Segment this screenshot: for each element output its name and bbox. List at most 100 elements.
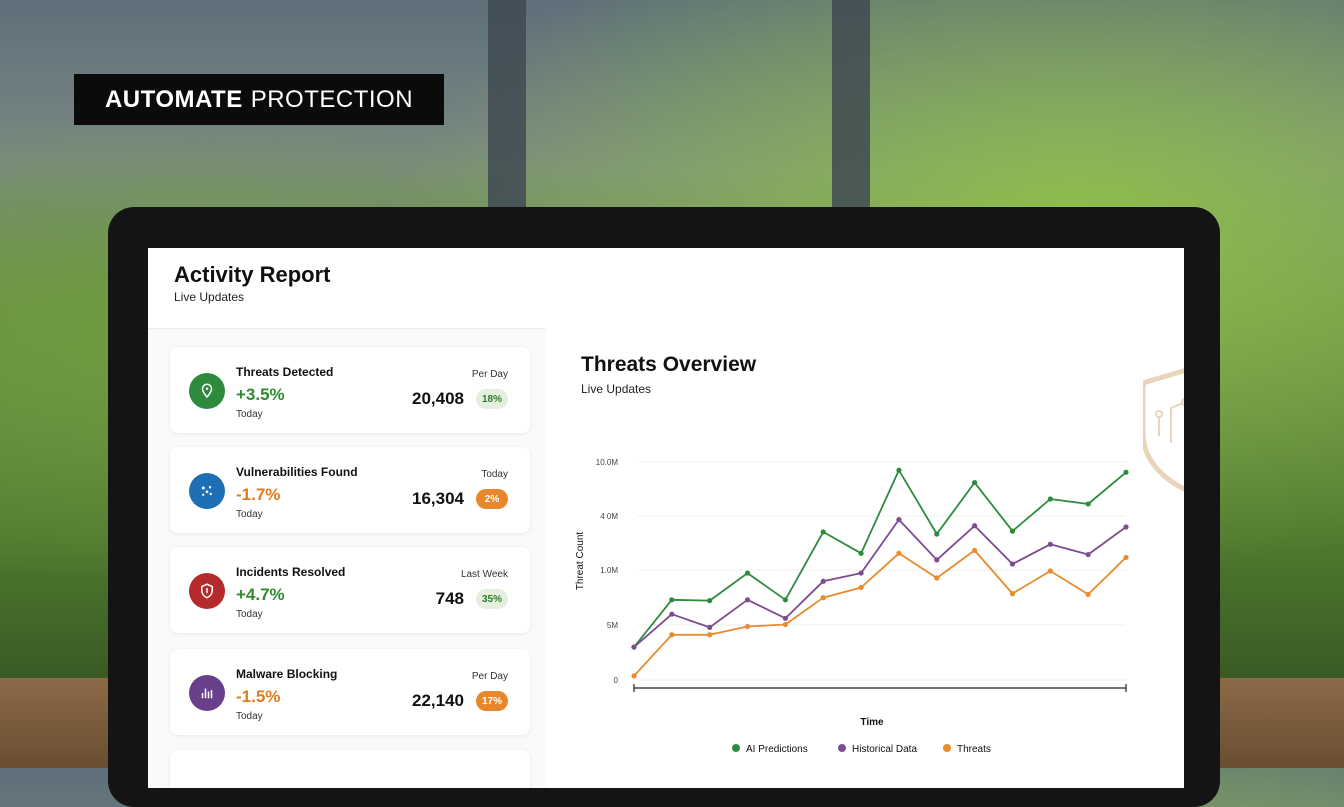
series-point [1085,591,1091,598]
card-title: Vulnerabilities Found [236,465,358,479]
report-header: Activity Report Live Updates [148,248,1184,329]
series-point [1085,501,1091,507]
series-point [707,632,713,638]
card-when: Today [236,409,263,420]
series-point [820,595,826,601]
stat-card-threats[interactable]: Threats Detected +3.5% Today Per Day 20,… [170,347,530,433]
series-point [820,578,826,584]
series-point [934,557,940,563]
series-point [820,529,826,535]
network-nodes-icon [189,473,225,509]
y-tick-label: 4 0M [600,512,618,521]
page-subtitle: Live Updates [174,290,245,304]
series-point [744,570,751,576]
legend-marker [732,744,740,752]
series-line-0 [633,469,1127,648]
legend-label: Historical Data [852,744,917,755]
shield-outline-icon [1143,368,1184,492]
series-point [934,531,940,537]
tagline-light: PROTECTION [250,85,414,113]
card-title: Malware Blocking [236,667,338,681]
series-point [896,467,902,473]
legend-label: Threats [957,744,991,755]
series-point [631,673,637,679]
series-point [782,597,788,603]
series-point [669,632,675,638]
series-point [1085,551,1091,558]
laptop-screen: Activity Report Live Updates Threats Det… [148,248,1184,788]
series-point [669,611,675,617]
card-period: Per Day [471,671,508,682]
card-change: -1.7% [236,485,281,504]
legend-label: AI Predictions [746,744,808,755]
series-point [896,550,902,556]
card-value: 16,304 [412,489,464,508]
series-point [744,597,751,603]
series-point [744,623,751,630]
legend-marker [838,744,846,752]
card-change: -1.5% [236,687,281,706]
status-badge: 17% [476,691,508,711]
card-when: Today [236,609,263,620]
series-point [858,570,864,576]
series-point [934,575,940,581]
series-point [631,644,637,650]
status-badge: 35% [476,589,508,609]
card-value: 20,408 [412,389,464,408]
card-title: Threats Detected [236,365,334,379]
card-title: Incidents Resolved [236,565,346,579]
series-point [1009,591,1016,597]
status-badge: 18% [476,389,508,409]
chart-subtitle: Live Updates [581,382,652,396]
card-value: 22,140 [412,691,464,710]
series-point [1009,528,1016,534]
threats-overview-panel: Threats Overview Live Updates 0 5M 1.0M 4 0… [546,328,1184,788]
tagline-bold: AUTOMATE [104,85,243,113]
series-point [707,598,713,604]
chart-title: Threats Overview [581,353,757,376]
window-frame-right [832,0,870,210]
status-badge: 2% [476,489,508,509]
series-point [972,479,978,486]
series-point [1009,561,1016,567]
y-tick-label: 0 [614,676,619,685]
series-line-2 [633,549,1127,677]
shield-icon [189,573,225,609]
card-period: Today [481,469,508,480]
legend-marker [943,744,951,752]
tagline-banner: AUTOMATE PROTECTION [74,74,444,125]
series-point [972,547,978,554]
x-axis-label: Time [860,717,884,728]
series-point [1123,469,1129,475]
card-when: Today [236,509,263,520]
series-point [669,597,675,603]
series-point [858,550,864,556]
series-point [1123,554,1129,561]
stat-card-partial[interactable] [170,750,530,788]
series-point [972,523,978,529]
series-point [896,516,902,523]
card-period: Per Day [471,369,508,380]
bar-chart-icon [189,675,225,711]
y-tick-label: 1.0M [600,566,618,575]
stat-card-malware[interactable]: Malware Blocking -1.5% Today Per Day 22,… [170,649,530,735]
series-point [1123,524,1129,530]
series-point [1047,568,1053,574]
series-point [1047,496,1053,502]
stat-card-vulnerabilities[interactable]: Vulnerabilities Found -1.7% Today Today … [170,447,530,533]
stat-card-incidents[interactable]: Incidents Resolved +4.7% Today Last Week… [170,547,530,633]
y-tick-label: 5M [607,621,618,630]
location-pin-icon [189,373,225,409]
card-change: +4.7% [236,585,285,604]
card-period: Last Week [460,569,508,580]
series-line-1 [633,518,1127,648]
series-point [858,584,864,591]
series-point [1047,541,1053,547]
series-point [782,615,788,621]
threats-line-chart: 0 5M 1.0M 4 0M 10.0M Time Threat Count AI Predi… [575,458,1129,755]
series-point [707,624,713,630]
card-when: Today [236,711,263,722]
card-value: 748 [435,589,464,608]
y-tick-label: 10.0M [596,458,619,467]
series-point [782,621,788,628]
